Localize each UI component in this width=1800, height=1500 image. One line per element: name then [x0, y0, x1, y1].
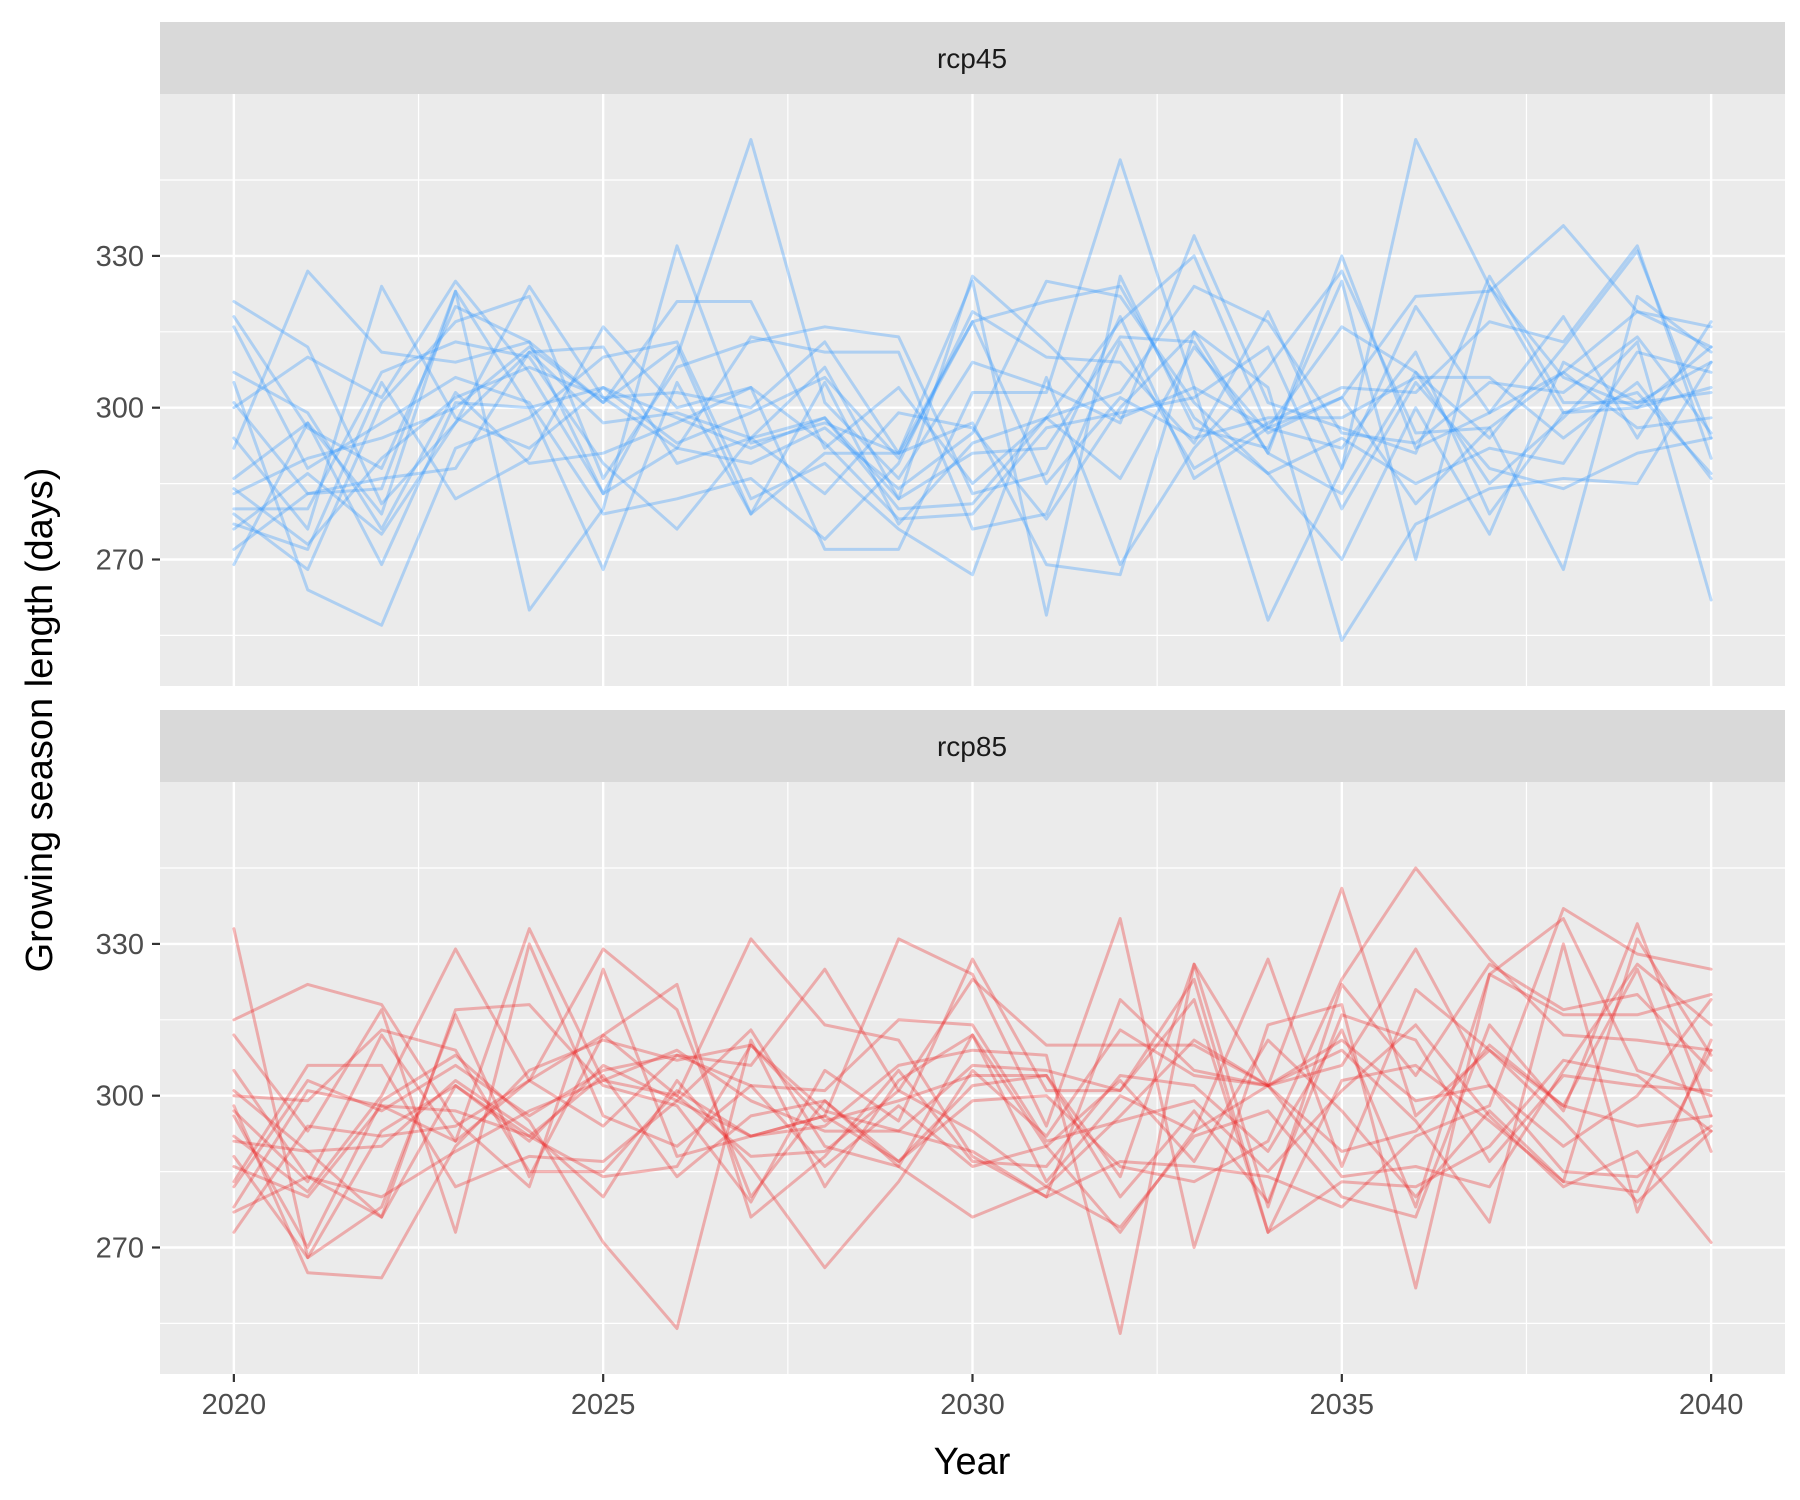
series-line-rcp85-3: [232, 942, 1713, 1234]
y-tick-label: 300: [96, 1081, 144, 1113]
strip-label-rcp85: rcp85: [937, 731, 1007, 762]
y-tick-label: 330: [96, 241, 144, 273]
series-line-rcp85-7: [232, 937, 1713, 1209]
series-line-rcp85-4: [232, 937, 1713, 1234]
x-tick-label: 2020: [202, 1389, 267, 1421]
series-line-rcp85-2: [232, 917, 1713, 1290]
series-line-rcp45-1: [232, 224, 1713, 506]
series-line-rcp45-6: [232, 254, 1713, 531]
series-line-rcp85-13: [232, 922, 1713, 1229]
series-line-rcp45-8: [232, 330, 1713, 602]
series-line-rcp85-10: [232, 886, 1713, 1330]
series-line-rcp45-14: [232, 269, 1713, 627]
series-line-rcp85-9: [232, 1013, 1713, 1204]
series-line-rcp85-5: [232, 927, 1713, 1189]
series-line-rcp45-5: [232, 284, 1713, 526]
gridlines-rcp45: [160, 94, 1785, 686]
series-line-rcp85-15: [232, 967, 1713, 1189]
series-line-rcp85-1: [232, 927, 1713, 1260]
series-line-rcp85-11: [232, 866, 1713, 1184]
y-tick-label: 270: [96, 545, 144, 577]
series-group-rcp85: [232, 866, 1713, 1335]
series-line-rcp85-18: [232, 942, 1713, 1335]
series-line-rcp45-9: [232, 269, 1713, 561]
x-tick-label: 2030: [940, 1389, 1005, 1421]
strip-rcp45: [160, 22, 1785, 94]
series-line-rcp45-3: [232, 138, 1713, 622]
series-line-rcp45-7: [232, 244, 1713, 546]
x-tick-label: 2040: [1679, 1389, 1744, 1421]
series-line-rcp85-8: [232, 972, 1713, 1260]
series-line-rcp45-11: [232, 244, 1713, 642]
y-axis-title: Growing season length (days): [19, 468, 61, 973]
series-line-rcp45-15: [232, 294, 1713, 572]
strip-rcp85: [160, 710, 1785, 782]
series-group-rcp45: [232, 138, 1713, 642]
x-tick-label: 2025: [571, 1389, 636, 1421]
panel-rcp45: rcp45 270 300 330: [96, 22, 1785, 686]
series-line-rcp45-18: [232, 325, 1713, 551]
series-line-rcp85-6: [232, 947, 1713, 1199]
series-line-rcp45-13: [232, 274, 1713, 617]
series-line-rcp45-12: [232, 305, 1713, 541]
series-line-rcp85-17: [232, 998, 1713, 1234]
strip-label-rcp45: rcp45: [937, 43, 1007, 74]
y-axis-rcp45: 270 300 330: [96, 241, 160, 577]
series-line-rcp45-17: [232, 289, 1713, 496]
y-tick-label: 300: [96, 393, 144, 425]
series-line-rcp45-16: [232, 284, 1713, 536]
y-tick-label: 330: [96, 929, 144, 961]
x-tick-label: 2035: [1310, 1389, 1375, 1421]
x-axis: 2020 2025 2030 2035 2040: [202, 1374, 1744, 1421]
series-line-rcp45-4: [232, 138, 1713, 496]
gridlines-rcp85: [160, 782, 1785, 1374]
series-line-rcp45-2: [232, 249, 1713, 486]
series-line-rcp45-10: [232, 294, 1713, 572]
series-line-rcp85-16: [232, 1018, 1713, 1244]
x-axis-title: Year: [934, 1441, 1011, 1483]
y-axis-rcp85: 270 300 330: [96, 929, 160, 1265]
series-line-rcp85-12: [232, 907, 1713, 1280]
panel-rcp85: rcp85 270 300 330: [96, 710, 1785, 1374]
series-line-rcp85-14: [232, 1028, 1713, 1270]
y-tick-label: 270: [96, 1233, 144, 1265]
